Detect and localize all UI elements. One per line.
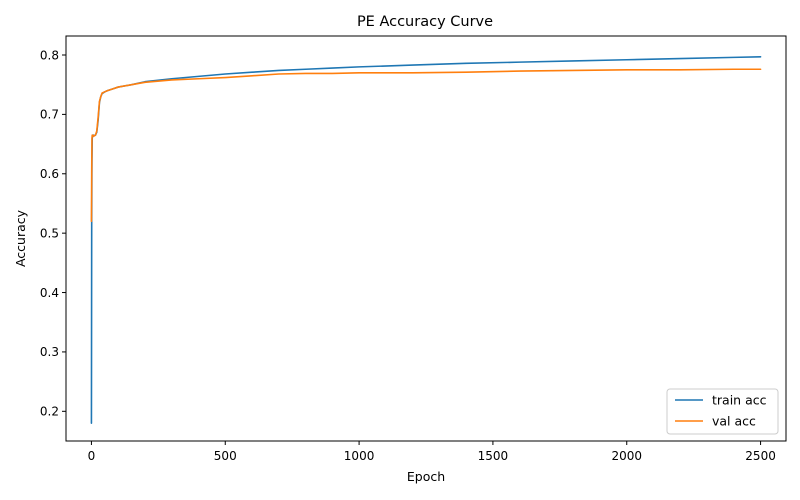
series-line-train-acc <box>90 55 762 424</box>
y-axis-ticks: 0.2 0.3 0.4 0.5 0.6 0.7 0.8 <box>40 48 66 419</box>
y-tick-label: 0.8 <box>40 48 59 62</box>
x-axis-label: Epoch <box>407 469 445 484</box>
x-tick-label: 1000 <box>344 449 375 463</box>
y-tick-label: 0.7 <box>40 108 59 122</box>
legend: train acc val acc <box>666 388 779 435</box>
x-tick-label: 2500 <box>745 449 776 463</box>
x-tick-label: 0 <box>88 449 96 463</box>
x-axis-ticks: 0 500 1000 1500 2000 2500 <box>88 441 776 463</box>
plot-lines <box>90 55 762 424</box>
y-tick-label: 0.2 <box>40 405 59 419</box>
x-tick-label: 500 <box>214 449 237 463</box>
legend-label-train-acc: train acc <box>712 393 767 408</box>
x-tick-label: 1500 <box>478 449 509 463</box>
chart-title: PE Accuracy Curve <box>357 14 493 30</box>
series-line-val-acc <box>90 68 762 223</box>
y-tick-label: 0.5 <box>40 226 59 240</box>
x-tick-label: 2000 <box>611 449 642 463</box>
plot-frame <box>65 35 787 442</box>
y-axis-label: Accuracy <box>13 209 28 267</box>
legend-label-val-acc: val acc <box>712 414 756 429</box>
y-tick-label: 0.3 <box>40 345 59 359</box>
y-tick-label: 0.6 <box>40 167 59 181</box>
y-tick-label: 0.4 <box>40 286 59 300</box>
